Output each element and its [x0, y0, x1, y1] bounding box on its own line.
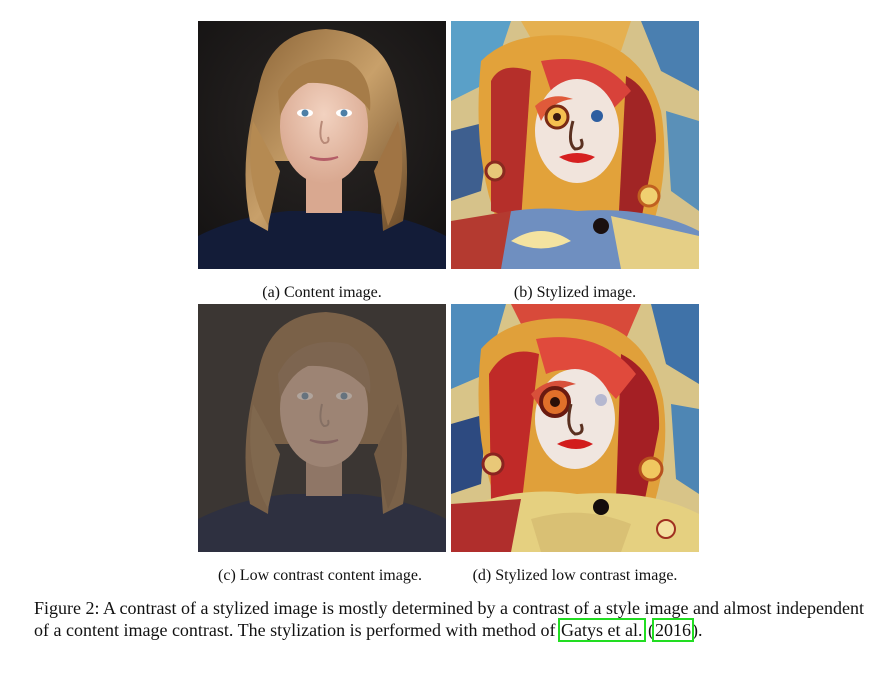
caption-c: (c) Low contrast content image. [218, 567, 422, 584]
figure-caption: Figure 2: A contrast of a stylized image… [34, 598, 864, 642]
caption-a: (a) Content image. [262, 284, 382, 301]
content-image [198, 21, 446, 269]
caption-d: (d) Stylized low contrast image. [472, 567, 678, 584]
stylized-low-contrast-image [451, 304, 699, 552]
content-photo-graphic [198, 21, 446, 269]
caption-end: ). [692, 619, 703, 640]
caption-text: Figure 2: A contrast of a stylized image… [34, 598, 864, 640]
citation-open-paren: ( [643, 619, 655, 640]
stylized-image [451, 21, 699, 269]
low-contrast-photo-graphic [198, 304, 446, 552]
stylized-low-contrast-painting-graphic [451, 304, 699, 552]
stylized-painting-graphic [451, 21, 699, 269]
citation-link-author[interactable]: Gatys et al. [558, 617, 646, 642]
citation-link-year[interactable]: 2016 [652, 617, 695, 642]
caption-b: (b) Stylized image. [513, 284, 637, 301]
low-contrast-content-image [198, 304, 446, 552]
